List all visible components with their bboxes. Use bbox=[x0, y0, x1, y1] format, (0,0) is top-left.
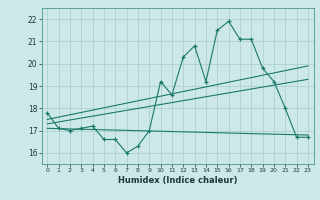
X-axis label: Humidex (Indice chaleur): Humidex (Indice chaleur) bbox=[118, 176, 237, 185]
